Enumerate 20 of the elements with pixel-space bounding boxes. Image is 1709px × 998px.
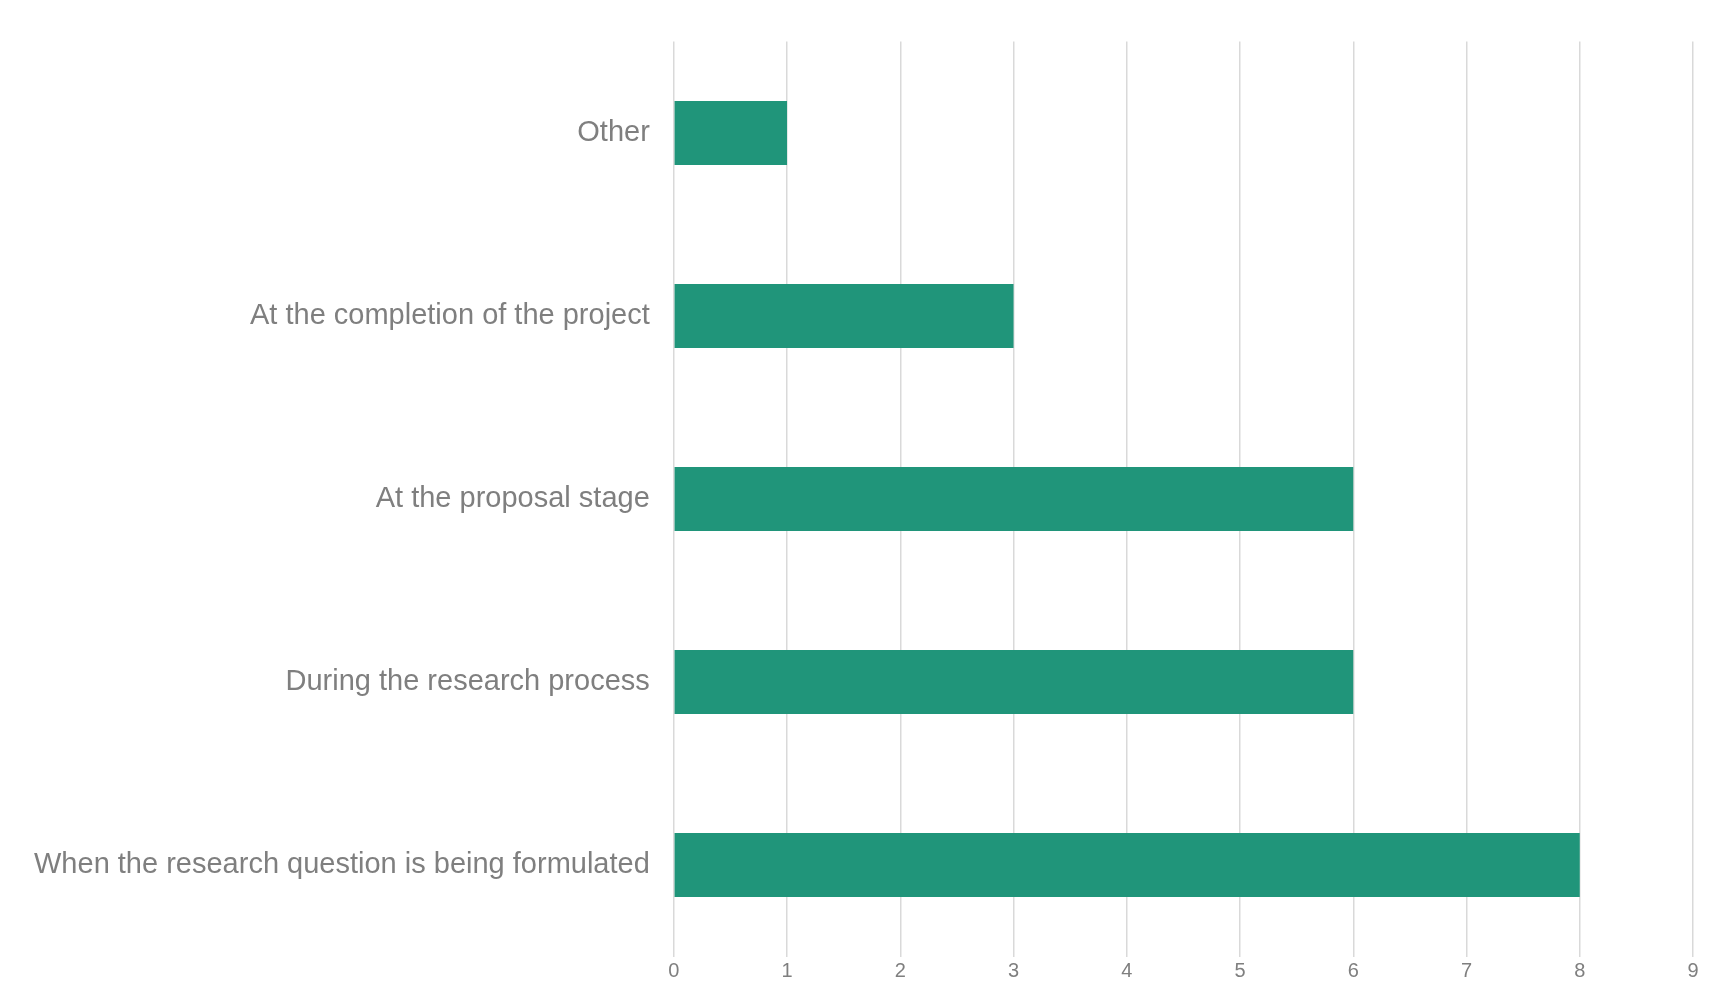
- x-tick-label: 4: [1121, 959, 1133, 982]
- y-tick-label: Other: [577, 114, 651, 147]
- y-tick-label: At the proposal stage: [375, 481, 650, 513]
- y-tick-label: At the completion of the project: [250, 297, 650, 330]
- bar: [674, 650, 1354, 715]
- x-tick-label: 8: [1574, 959, 1586, 982]
- bar: [674, 466, 1354, 532]
- x-tick-label: 0: [668, 959, 680, 982]
- bar: [674, 833, 1580, 898]
- y-tick-label: During the research process: [285, 664, 650, 697]
- bar: [674, 283, 1014, 348]
- x-tick-label: 7: [1460, 959, 1473, 982]
- bar: [674, 100, 788, 165]
- y-tick-label: When the research question is being formulated: [34, 847, 650, 880]
- x-tick-label: 5: [1234, 959, 1246, 982]
- x-tick-label: 1: [781, 959, 793, 982]
- x-tick-label: 3: [1007, 959, 1020, 982]
- x-tick-label: 9: [1687, 959, 1699, 982]
- x-tick-label: 6: [1347, 959, 1359, 982]
- x-tick-label: 2: [894, 959, 906, 982]
